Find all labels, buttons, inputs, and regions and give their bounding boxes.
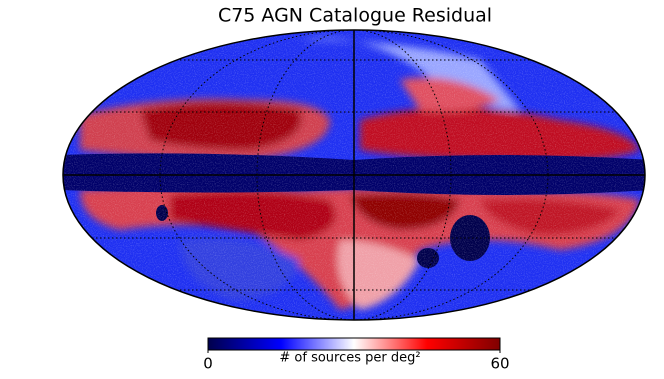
colorbar-tick-label: 0 (203, 355, 213, 373)
colorbar-tick-label: 60 (490, 355, 509, 373)
sky-map (63, 30, 645, 320)
map-border (62, 29, 646, 321)
colorbar-label: # of sources per deg² (279, 351, 420, 366)
colorbar (207, 337, 501, 351)
chart-title: C75 AGN Catalogue Residual (218, 5, 492, 27)
